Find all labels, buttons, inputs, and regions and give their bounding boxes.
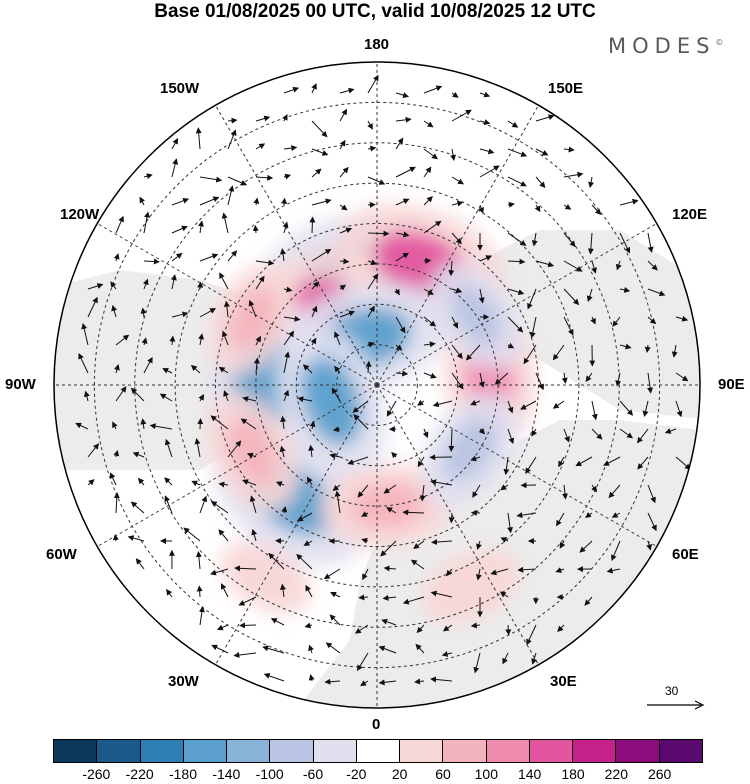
lon-label-120e: 120E — [672, 206, 707, 224]
colorbar — [53, 739, 703, 763]
colorbar-tick-label: 180 — [561, 766, 584, 782]
colorbar-tick-label: -260 — [82, 766, 110, 782]
colorbar-swatch — [227, 739, 270, 763]
colorbar-labels: -260 -220 -180 -140 -100 -60 -20 20 60 100 140 180 2… — [0, 766, 750, 784]
colorbar-swatch — [314, 739, 357, 763]
colorbar-swatch — [573, 739, 616, 763]
colorbar-swatch — [141, 739, 184, 763]
wind-vector — [199, 586, 200, 597]
colorbar-swatch — [660, 739, 703, 763]
lon-label-bottom: 0 — [372, 716, 380, 734]
colorbar-swatch — [400, 739, 443, 763]
colorbar-tick-label: -180 — [169, 766, 197, 782]
wind-vector — [312, 217, 313, 233]
lon-label-60e: 60E — [672, 546, 699, 564]
colorbar-swatch — [616, 739, 659, 763]
wind-vector — [240, 625, 256, 626]
wind-vector — [508, 625, 509, 634]
colorbar-tick-label: -140 — [212, 766, 240, 782]
colorbar-tick-label: 220 — [605, 766, 628, 782]
wind-vector — [284, 199, 285, 205]
colorbar-swatch — [487, 739, 530, 763]
colorbar-swatch — [443, 739, 486, 763]
colorbar-swatch — [53, 739, 97, 763]
lon-label-120w: 120W — [60, 206, 99, 224]
colorbar-swatch — [97, 739, 140, 763]
colorbar-tick-label: -220 — [126, 766, 154, 782]
lon-label-30w: 30W — [168, 673, 199, 691]
lon-label-150w: 150W — [160, 80, 199, 98]
colorbar-tick-label: -100 — [256, 766, 284, 782]
colorbar-swatch — [184, 739, 227, 763]
colorbar-swatch — [357, 739, 400, 763]
reference-vector-value: 30 — [665, 684, 678, 698]
colorbar-swatch — [530, 739, 573, 763]
colorbar-tick-label: -60 — [303, 766, 323, 782]
colorbar-tick-label: 60 — [435, 766, 451, 782]
lon-label-top: 180 — [364, 36, 389, 54]
colorbar-tick-label: -20 — [346, 766, 366, 782]
lon-label-60w: 60W — [46, 546, 77, 564]
colorbar-tick-label: 20 — [392, 766, 408, 782]
reference-vector-arrow — [645, 698, 707, 712]
colorbar-tick-label: 140 — [518, 766, 541, 782]
wind-vector — [200, 283, 201, 289]
lon-label-30e: 30E — [550, 673, 577, 691]
colorbar-tick-label: 260 — [648, 766, 671, 782]
lon-label-right: 90E — [718, 376, 745, 394]
lon-label-150e: 150E — [548, 80, 583, 98]
wind-vector — [424, 260, 430, 261]
colorbar-swatch — [270, 739, 313, 763]
lon-label-left: 90W — [5, 376, 36, 394]
wind-vector — [200, 419, 201, 429]
colorbar-tick-label: 100 — [475, 766, 498, 782]
wind-vector — [451, 513, 452, 522]
